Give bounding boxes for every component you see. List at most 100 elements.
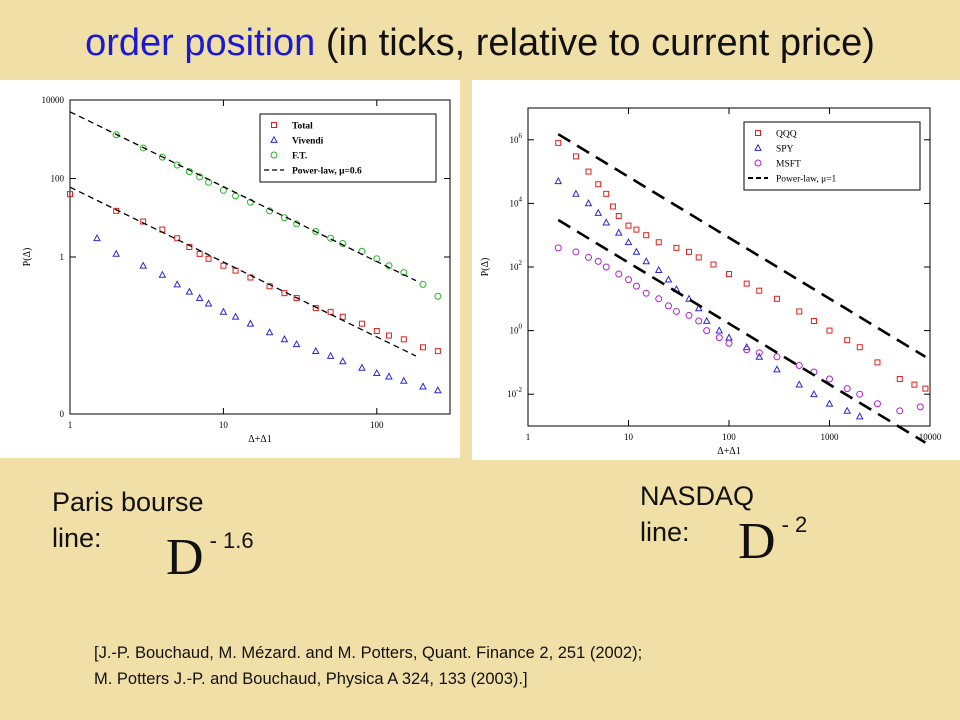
msft-point <box>695 317 703 325</box>
msft-point <box>602 263 610 271</box>
y-tick-label: 102 <box>510 259 523 272</box>
y-axis-label: P(Δ) <box>480 258 491 277</box>
vivendi-point <box>385 372 393 380</box>
vivendi-point <box>195 293 204 301</box>
power-law-line-lower <box>557 218 927 444</box>
nasdaq-caption-line1: NASDAQ <box>640 481 755 511</box>
spy-point <box>602 218 611 226</box>
vivendi-point <box>372 368 381 377</box>
legend-marker <box>270 151 278 159</box>
qqq-point <box>896 376 903 383</box>
f-t-point <box>196 173 204 181</box>
total-point <box>140 218 147 225</box>
legend-label-spy: SPY <box>776 145 794 155</box>
spy-point <box>855 412 864 420</box>
total-point <box>293 295 300 302</box>
qqq-point <box>673 244 680 251</box>
spy-point <box>843 406 852 414</box>
power-law-line <box>69 111 417 282</box>
nasdaq-caption: NASDAQ line: <box>640 478 754 550</box>
vivendi-point <box>173 280 182 288</box>
vivendi-point <box>399 376 408 384</box>
f-t-point <box>158 153 166 161</box>
nasdaq-formula: D- 2 <box>738 512 807 571</box>
legend-label-total: Total <box>292 122 313 132</box>
spy-point <box>614 228 623 236</box>
y-tick-label: 100 <box>51 174 65 184</box>
total-point <box>419 344 426 351</box>
nasdaq-formula-base: D <box>738 513 776 570</box>
x-tick-label: 1 <box>68 420 73 430</box>
legend-label-power-law-1: Power-law, μ=1 <box>776 175 837 185</box>
msft-point <box>873 400 881 408</box>
qqq-point <box>922 385 929 392</box>
total-point <box>385 332 392 339</box>
paris-formula: D- 1.6 <box>166 528 254 587</box>
msft-point <box>554 244 562 252</box>
spy-point <box>725 333 733 341</box>
qqq-point <box>686 248 693 255</box>
vivendi-point <box>419 382 427 390</box>
legend-label-power-law-0-6: Power-law, μ=0.6 <box>292 167 362 177</box>
msft-point <box>664 302 672 310</box>
total-point <box>67 191 73 198</box>
total-point <box>205 255 212 262</box>
paris-caption-line2: line: <box>52 523 102 553</box>
legend-label-msft: MSFT <box>776 160 801 170</box>
spy-point <box>584 199 593 207</box>
qqq-point <box>773 295 780 302</box>
spy-point <box>810 389 818 398</box>
qqq-point <box>585 168 592 175</box>
msft-point <box>715 334 723 342</box>
spy-point <box>825 399 834 407</box>
qqq-point <box>726 271 732 278</box>
vivendi-point <box>434 386 442 394</box>
qqq-point <box>743 280 750 287</box>
legend-box <box>743 121 921 191</box>
vivendi-point <box>292 339 301 348</box>
legend-label-qqq: QQQ <box>776 130 797 140</box>
nasdaq-chart-panel: 1 10 100 1000 10000 10-2 100 102 104 106 Δ+Δ1 P(Δ) Q… <box>472 80 960 460</box>
spy-point <box>594 208 603 216</box>
spy-point <box>642 257 651 265</box>
legend-box <box>259 113 437 183</box>
vivendi-point <box>139 261 148 269</box>
legend-marker <box>754 159 762 167</box>
nasdaq-formula-exponent: - 2 <box>781 512 808 537</box>
legend-label-vivendi: Vivendi <box>292 137 324 147</box>
qqq-point <box>609 203 616 210</box>
y-tick-label: 104 <box>510 195 523 208</box>
vivendi-point <box>112 249 121 257</box>
x-tick-label: 10000 <box>919 432 942 442</box>
vivendi-point <box>219 307 228 315</box>
qqq-point <box>856 344 863 351</box>
f-t-point <box>185 168 193 176</box>
total-point <box>434 348 441 355</box>
title-highlight: order position <box>85 22 316 64</box>
x-axis-label: Δ+Δ1 <box>248 434 272 445</box>
spy-point <box>795 380 804 388</box>
vivendi-point <box>158 270 167 278</box>
legend-marker <box>270 135 278 143</box>
paris-formula-base: D <box>166 529 204 586</box>
vivendi-point <box>185 287 194 295</box>
power-law-line-lower <box>69 186 417 357</box>
f-t-point <box>434 292 442 300</box>
msft-point <box>632 282 640 290</box>
reference-line2: M. Potters J.-P. and Bouchaud, Physica A… <box>94 670 528 688</box>
msft-point <box>655 295 663 303</box>
spy-point <box>624 237 633 246</box>
x-tick-label: 100 <box>722 432 736 442</box>
qqq-point <box>595 181 602 188</box>
msft-point <box>826 375 833 383</box>
y-tick-label: 1 <box>60 252 65 262</box>
msft-point <box>856 390 864 398</box>
total-point <box>174 235 181 242</box>
power-law-line <box>557 133 927 358</box>
f-t-point <box>327 234 335 242</box>
qqq-point <box>796 308 803 315</box>
total-point <box>232 267 239 274</box>
msft-point <box>795 361 803 369</box>
f-t-point <box>205 178 213 186</box>
msft-point <box>773 353 781 361</box>
